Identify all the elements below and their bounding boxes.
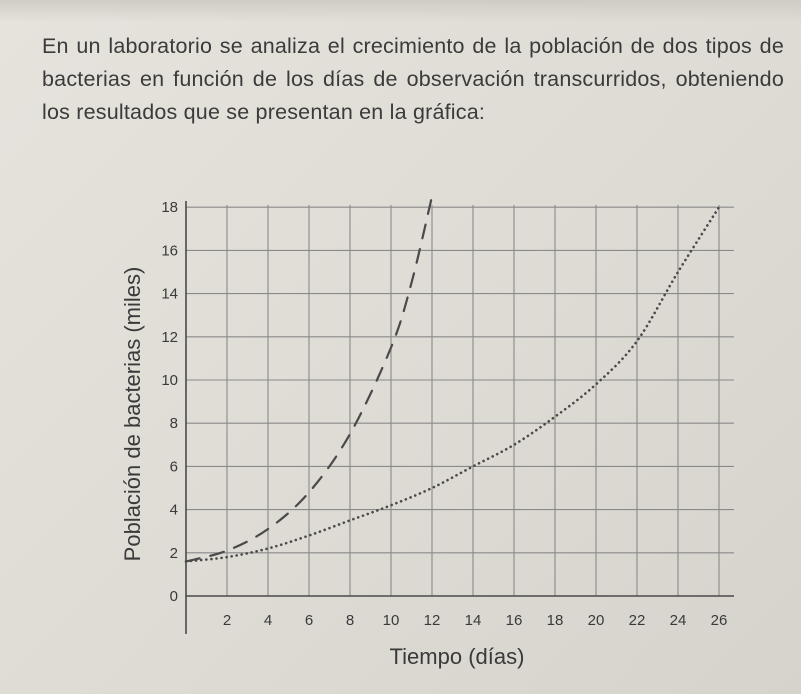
y-tick-label: 12 xyxy=(161,329,178,346)
chart-series xyxy=(184,195,721,563)
x-tick-label: 14 xyxy=(465,612,482,629)
x-axis-title: Tiempo (días) xyxy=(390,644,525,669)
x-tick-label: 6 xyxy=(305,612,313,629)
y-tick-label: 16 xyxy=(161,242,178,259)
page-top-edge xyxy=(0,0,801,22)
x-tick-label: 4 xyxy=(264,612,272,629)
y-tick-label: 0 xyxy=(170,588,178,605)
series-line-dotted xyxy=(184,205,721,563)
x-tick-label: 12 xyxy=(424,612,441,629)
x-tick-label: 16 xyxy=(506,612,523,629)
chart-grid xyxy=(186,205,734,596)
x-tick-label: 10 xyxy=(383,612,400,629)
x-tick-label: 8 xyxy=(346,612,354,629)
series-line-dashed xyxy=(184,195,434,563)
x-tick-label: 18 xyxy=(547,612,564,629)
x-tick-label: 20 xyxy=(588,612,605,629)
y-tick-label: 4 xyxy=(170,502,178,519)
y-axis-title: Población de bacterias (miles) xyxy=(120,267,145,562)
x-tick-label: 22 xyxy=(629,612,646,629)
x-tick-label: 26 xyxy=(711,612,728,629)
x-tick-label: 2 xyxy=(223,612,231,629)
y-tick-label: 10 xyxy=(161,372,178,389)
x-tick-label: 24 xyxy=(670,612,687,629)
y-tick-label: 6 xyxy=(170,458,178,475)
y-tick-label: 2 xyxy=(170,545,178,562)
y-tick-label: 18 xyxy=(161,199,178,216)
y-tick-label: 14 xyxy=(161,286,178,303)
problem-statement: En un laboratorio se analiza el crecimie… xyxy=(42,34,784,124)
y-tick-label: 8 xyxy=(170,415,178,432)
